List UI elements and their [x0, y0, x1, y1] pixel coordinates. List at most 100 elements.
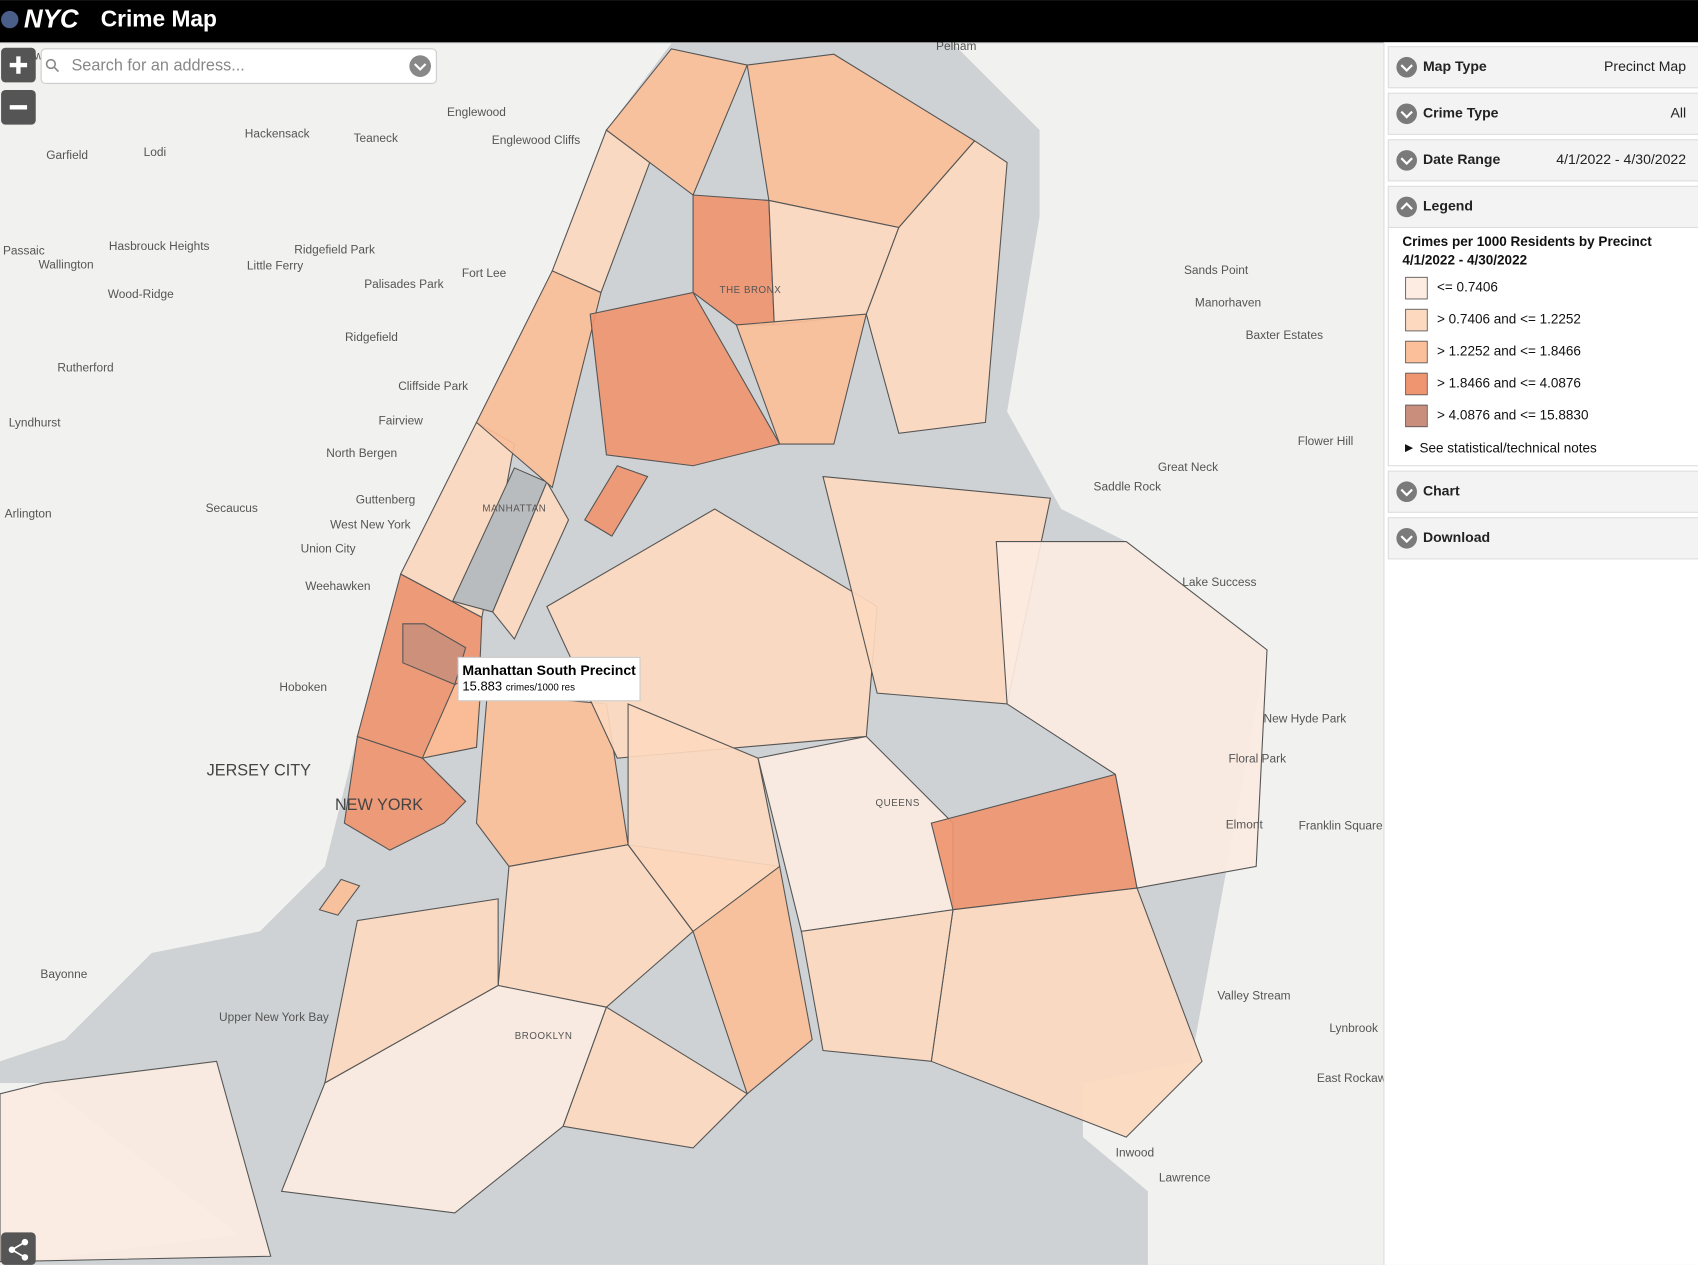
place-label: Arlington: [5, 507, 52, 521]
precinct[interactable]: [735, 313, 868, 445]
chevron-circle: [1396, 481, 1417, 503]
legend-swatch: [1405, 404, 1428, 428]
panel-row[interactable]: Date Range 4/1/2022 - 4/30/2022: [1387, 139, 1698, 182]
panel-rows: Map Type Precinct Map Crime Type All Date Ra…: [1387, 46, 1698, 560]
place-label: Upper New York Bay: [219, 1010, 329, 1024]
place-label: NEW YORK: [335, 796, 423, 814]
row-value: Precinct Map: [1604, 58, 1686, 74]
place-label: Flower Hill: [1298, 434, 1354, 448]
precinct[interactable]: [589, 291, 781, 467]
legend-label: > 0.7406 and <= 1.2252: [1437, 312, 1581, 327]
place-label: QUEENS: [876, 798, 920, 809]
search-placeholder: Search for an address...: [71, 56, 244, 74]
row-label: Chart: [1423, 482, 1460, 498]
chevron-circle: [1396, 150, 1417, 171]
place-label: Lyndhurst: [9, 416, 62, 430]
zoom-out[interactable]: [1, 89, 36, 125]
panel-row[interactable]: Legend: [1387, 185, 1698, 229]
tooltip-number: 15.883: [462, 679, 502, 694]
precinct[interactable]: [605, 48, 748, 196]
place-label: Englewood Cliffs: [492, 133, 581, 147]
place-label: Saddle Rock: [1094, 480, 1162, 494]
row-label: Map Type: [1423, 58, 1487, 74]
nyc-logo: NYC: [24, 4, 80, 34]
place-label: Fairview: [379, 413, 424, 427]
place-label: Hackensack: [245, 127, 310, 141]
precinct[interactable]: [318, 878, 361, 916]
precinct[interactable]: [627, 703, 781, 933]
place-label: Floral Park: [1228, 751, 1286, 765]
chevron-circle: [1396, 56, 1417, 78]
chevron: [1400, 535, 1413, 544]
notes-link[interactable]: See statistical/technical notes: [1420, 440, 1598, 455]
precinct[interactable]: [492, 480, 570, 641]
precinct[interactable]: [475, 692, 629, 868]
legend-swatch: [1405, 340, 1428, 364]
row-box: [1387, 139, 1698, 182]
tooltip: Manhattan South Precinct 15.883 crimes/1…: [457, 656, 641, 702]
place-label: Ridgefield Park: [294, 242, 375, 256]
place-label: Union City: [301, 541, 356, 555]
place-label: Lodi: [144, 145, 167, 159]
place-label: Little Ferry: [247, 259, 303, 273]
share-button[interactable]: [1, 1232, 36, 1265]
legend-title: Crimes per 1000 Residents by Precinct: [1402, 234, 1652, 249]
long-island-land: [952, 43, 1384, 1265]
panel-row[interactable]: Map Type Precinct Map: [1387, 46, 1698, 89]
precinct[interactable]: [497, 844, 694, 1008]
tooltip-box: [457, 656, 641, 702]
place-label: Manorhaven: [1195, 295, 1261, 309]
panel-row[interactable]: Crime Type All: [1387, 92, 1698, 135]
chevron-circle: [1396, 527, 1417, 549]
place-label: Cliffside Park: [398, 379, 468, 393]
precinct[interactable]: [0, 1060, 272, 1263]
panel-row[interactable]: Download: [1387, 517, 1698, 560]
place-label: Valley Stream: [1217, 988, 1290, 1002]
zoom-in[interactable]: [1, 47, 36, 83]
chevron-circle: [1396, 103, 1417, 125]
chevron: [1400, 64, 1413, 73]
panel-row[interactable]: Chart: [1387, 470, 1698, 513]
legend-label: > 1.2252 and <= 1.8466: [1437, 344, 1581, 359]
place-label: THE BRONX: [720, 285, 782, 296]
row-box: [1387, 92, 1698, 135]
place-label: Lynbrook: [1329, 1021, 1378, 1035]
search-box[interactable]: Search for an address...: [40, 48, 437, 85]
legend-notes[interactable]: ► See statistical/technical notes: [1402, 440, 1597, 455]
place-label: Elmont: [1226, 817, 1264, 831]
precincts: [0, 48, 1268, 1263]
precinct[interactable]: [995, 540, 1268, 889]
tooltip-value: 15.883 crimes/1000 res: [462, 679, 575, 694]
row-label: Date Range: [1423, 151, 1501, 167]
place-label: Ridgefield: [345, 330, 398, 344]
place-label: Englewood: [447, 105, 506, 119]
precinct[interactable]: [562, 1006, 749, 1149]
chevron: [1400, 110, 1413, 119]
row-box: [1387, 185, 1698, 229]
place-label: Franklin Square: [1299, 818, 1383, 832]
row-value: All: [1670, 105, 1686, 121]
place-label: Rutherford: [57, 360, 113, 374]
precinct[interactable]: [800, 909, 954, 1062]
row-box: [1387, 517, 1698, 560]
place-label: JERSEY CITY: [207, 761, 312, 779]
place-label: Garfield: [46, 148, 88, 162]
nypd-badge: [1, 10, 19, 29]
place-label: Baxter Estates: [1246, 328, 1323, 342]
place-label: Wood-Ridge: [108, 287, 174, 301]
legend-label: > 1.8466 and <= 4.0876: [1437, 376, 1581, 391]
legend-subtitle: 4/1/2022 - 4/30/2022: [1402, 253, 1527, 268]
legend-label: > 4.0876 and <= 15.8830: [1437, 407, 1588, 422]
place-label: Inwood: [1116, 1146, 1154, 1160]
place-label: Hasbrouck Heights: [109, 239, 210, 253]
place-label: East Rockaway: [1317, 1071, 1399, 1085]
precinct[interactable]: [584, 465, 649, 537]
app-title: Crime Map: [101, 6, 217, 32]
place-label: Great Neck: [1158, 460, 1218, 474]
place-label: Palisades Park: [364, 277, 443, 291]
place-label: North Bergen: [326, 446, 397, 460]
place-label: Sands Point: [1184, 263, 1249, 277]
row-label: Crime Type: [1423, 105, 1499, 121]
